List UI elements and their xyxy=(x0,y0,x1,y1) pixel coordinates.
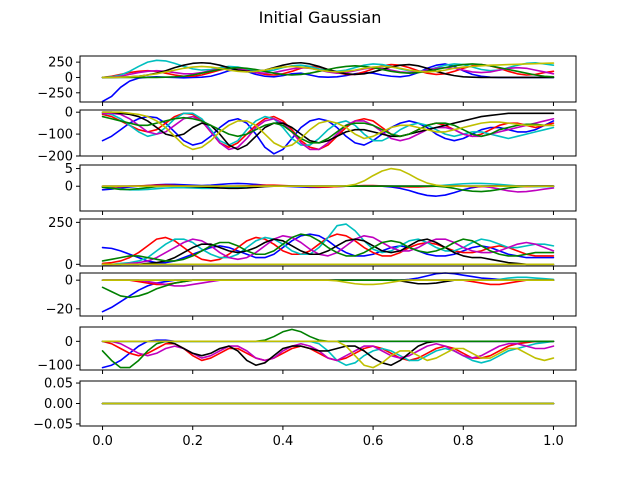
subplot-2-ytick-label-1: −200 xyxy=(37,150,73,165)
subplot-3: 05 xyxy=(65,162,577,215)
subplot-3-frame xyxy=(79,164,577,212)
subplot-1-ytick-label-1: −250 xyxy=(37,86,73,101)
figure-title: Initial Gaussian xyxy=(259,8,382,27)
subplot-2-frame xyxy=(79,109,577,157)
subplot-1-series-1 xyxy=(101,63,555,103)
subplot-7-ytick-label-2: 0.00 xyxy=(44,397,73,412)
subplot-4-frame xyxy=(79,218,577,267)
subplot-1-series-7 xyxy=(101,62,555,79)
subplot-4: 0 250 xyxy=(48,216,577,273)
subplot-6-series-7 xyxy=(101,340,555,369)
subplot-6-ytick-label-2: 0 xyxy=(65,335,73,350)
subplot-4-ytick-label-2: 250 xyxy=(48,216,73,231)
subplot-7-ytick-label-3: 0.05 xyxy=(44,377,73,392)
subplot-2: −200 −100 0 xyxy=(37,106,577,165)
subplot-6-ytick-label-1: −100 xyxy=(37,359,73,374)
subplot-5: −20 0 xyxy=(46,272,577,320)
subplot-4-ytick-label-1: 0 xyxy=(65,258,73,273)
subplot-1-ytick-label-3: 250 xyxy=(48,56,73,71)
subplot-2-series-3 xyxy=(101,112,555,146)
xtick-label-3: 0.4 xyxy=(273,434,294,449)
xtick-label-2: 0.2 xyxy=(182,434,203,449)
subplot-2-ytick-label-3: 0 xyxy=(65,106,73,121)
subplot-5-ytick-label-2: 0 xyxy=(65,274,73,289)
subplot-4-series-6 xyxy=(101,233,555,262)
subplot-5-frame xyxy=(79,272,577,317)
xtick-label-1: 0.0 xyxy=(92,434,113,449)
subplot-1-series-6 xyxy=(101,63,555,79)
xtick-label-6: 1.0 xyxy=(543,434,564,449)
subplot-3-series-7 xyxy=(101,167,555,188)
subplot-7: −0.05 0.00 0.05 0.0 0.2 0.4 0.6 0.8 1.0 xyxy=(33,377,577,449)
subplot-2-ytick-label-2: −100 xyxy=(37,128,73,143)
xtick-label-4: 0.6 xyxy=(363,434,384,449)
subplot-4-series-4 xyxy=(101,234,555,266)
axes-layer: −2500250−200−1000050250−200−1000−0.050.0… xyxy=(33,55,577,449)
subplot-3-ytick-label-1: 0 xyxy=(65,180,73,195)
subplot-1-frame xyxy=(79,55,577,103)
subplot-4-series-5 xyxy=(101,238,555,266)
subplot-6: −100 0 xyxy=(37,326,577,374)
subplot-2-series-7 xyxy=(101,111,555,151)
subplot-2-series-5 xyxy=(101,111,555,151)
subplot-4-series-3 xyxy=(101,223,555,266)
subplot-5-ytick-label-1: −20 xyxy=(46,302,73,317)
subplot-1-ytick-label-2: 0 xyxy=(65,71,73,86)
subplot-5-series-7 xyxy=(101,279,555,286)
subplot-6-frame xyxy=(79,326,577,371)
subplot-7-ytick-label-1: −0.05 xyxy=(33,417,73,432)
xtick-label-5: 0.8 xyxy=(453,434,474,449)
subplot-3-ytick-label-2: 5 xyxy=(65,162,73,177)
subplot-2-series-6 xyxy=(101,115,555,144)
